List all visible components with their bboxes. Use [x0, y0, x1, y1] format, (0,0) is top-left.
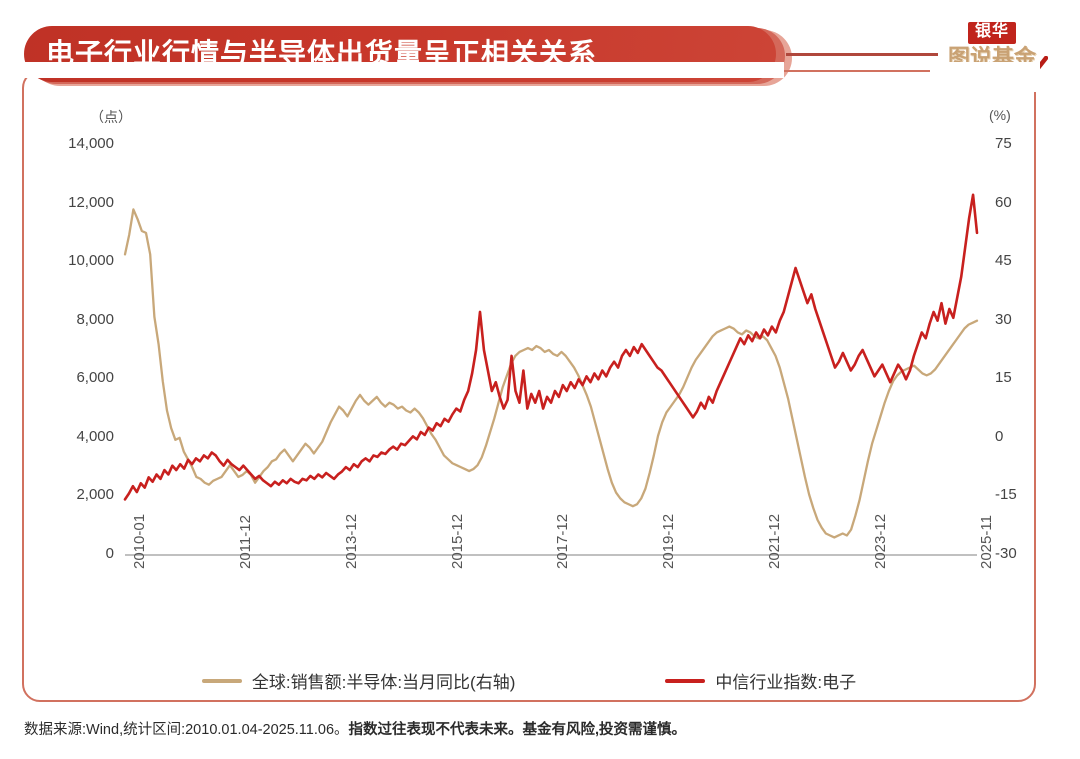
chart-legend: 全球:销售额:半导体:当月同比(右轴) 中信行业指数:电子 [22, 668, 1036, 693]
legend-label-2: 中信行业指数:电子 [715, 673, 857, 692]
x-axis-tick-2: 2013-12 [342, 513, 360, 569]
legend-swatch-2 [665, 678, 706, 683]
footer-disclaimer: 指数过往表现不代表未来。基金有风险,投资需谨慎。 [348, 722, 687, 738]
x-axis-tick-5: 2019-12 [660, 513, 678, 569]
chart-series-line-2 [123, 193, 979, 501]
y2-axis-tick-3: 15 [995, 369, 1012, 387]
legend-label-1: 全球:销售额:半导体:当月同比(右轴) [251, 673, 516, 692]
y-axis-tick-2: 4,000 [76, 427, 114, 445]
y2-axis-unit-label: (%) [989, 107, 1011, 123]
y2-axis-tick-6: 60 [995, 193, 1012, 211]
legend-item-1[interactable]: 全球:销售额:半导体:当月同比(右轴) [201, 668, 516, 693]
chart-container: （点） (%) 0 2,000 4,000 6,000 8,000 10,000 12,000 1… [22, 95, 1036, 675]
y2-axis-tick-4: 30 [995, 310, 1012, 328]
chart-plot [123, 193, 979, 556]
y-axis-tick-6: 12,000 [68, 193, 114, 211]
chart-series-line-1 [123, 208, 979, 539]
x-axis-tick-0: 2010-01 [131, 513, 148, 569]
y-axis-tick-7: 14,000 [68, 135, 114, 152]
x-axis-tick-8: 2025-11 [977, 515, 995, 569]
y-axis-unit-label: （点） [90, 109, 132, 125]
y2-axis-tick-1: -15 [995, 486, 1017, 504]
footer-note: 数据来源:Wind,统计区间:2010.01.04-2025.11.06。指数过… [24, 718, 686, 739]
frame-mask-right [930, 62, 1040, 92]
legend-swatch-1 [201, 678, 242, 683]
x-axis-tick-7: 2023-12 [871, 513, 889, 569]
x-axis-tick-3: 2015-12 [448, 513, 466, 569]
x-axis-tick-1: 2011-12 [236, 515, 254, 569]
y2-axis-tick-0: -30 [995, 545, 1017, 562]
y2-axis-tick-2: 0 [995, 427, 1004, 445]
legend-item-2[interactable]: 中信行业指数:电子 [665, 668, 856, 693]
x-axis-tick-6: 2021-12 [765, 513, 783, 569]
y-axis-tick-3: 6,000 [76, 369, 114, 387]
y2-axis-tick-5: 45 [995, 252, 1012, 270]
y-axis-tick-5: 10,000 [68, 252, 114, 270]
y2-axis-tick-7: 75 [995, 135, 1012, 152]
footer-source: 数据来源:Wind,统计区间:2010.01.04-2025.11.06。 [24, 722, 349, 738]
y-axis-tick-1: 2,000 [76, 486, 114, 504]
banner-connector-line [786, 53, 938, 56]
y-axis-tick-4: 8,000 [76, 310, 114, 328]
y-axis-tick-0: 0 [105, 545, 114, 562]
logo-brand-name: 银华 [968, 22, 1017, 44]
x-axis-tick-4: 2017-12 [554, 513, 572, 569]
frame-mask-left [24, 62, 784, 78]
